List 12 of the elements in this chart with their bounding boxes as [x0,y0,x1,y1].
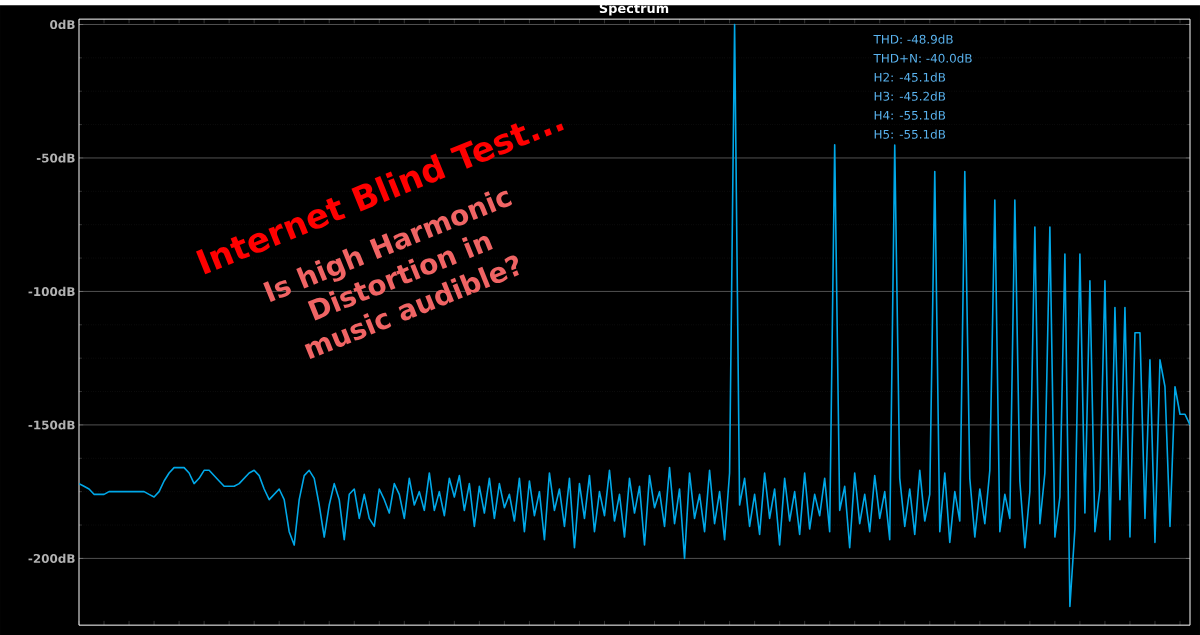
annotation: H4: -55.1dB [874,110,946,120]
annotation: THD: -48.9dB [873,34,953,44]
chart-title: Spectrum [599,3,669,16]
y-tick-label: -100dB [28,286,75,296]
annotation: H2: -45.1dB [874,72,946,82]
annotation: THD+N: -40.0dB [873,53,972,63]
y-tick-label: -150dB [28,420,75,430]
annotation: H5: -55.1dB [874,129,946,139]
annotation: H3: -45.2dB [874,91,946,101]
y-tick-label: -200dB [28,553,75,563]
y-tick-label: 0dB [50,19,75,30]
y-tick-label: -50dB [36,153,75,163]
